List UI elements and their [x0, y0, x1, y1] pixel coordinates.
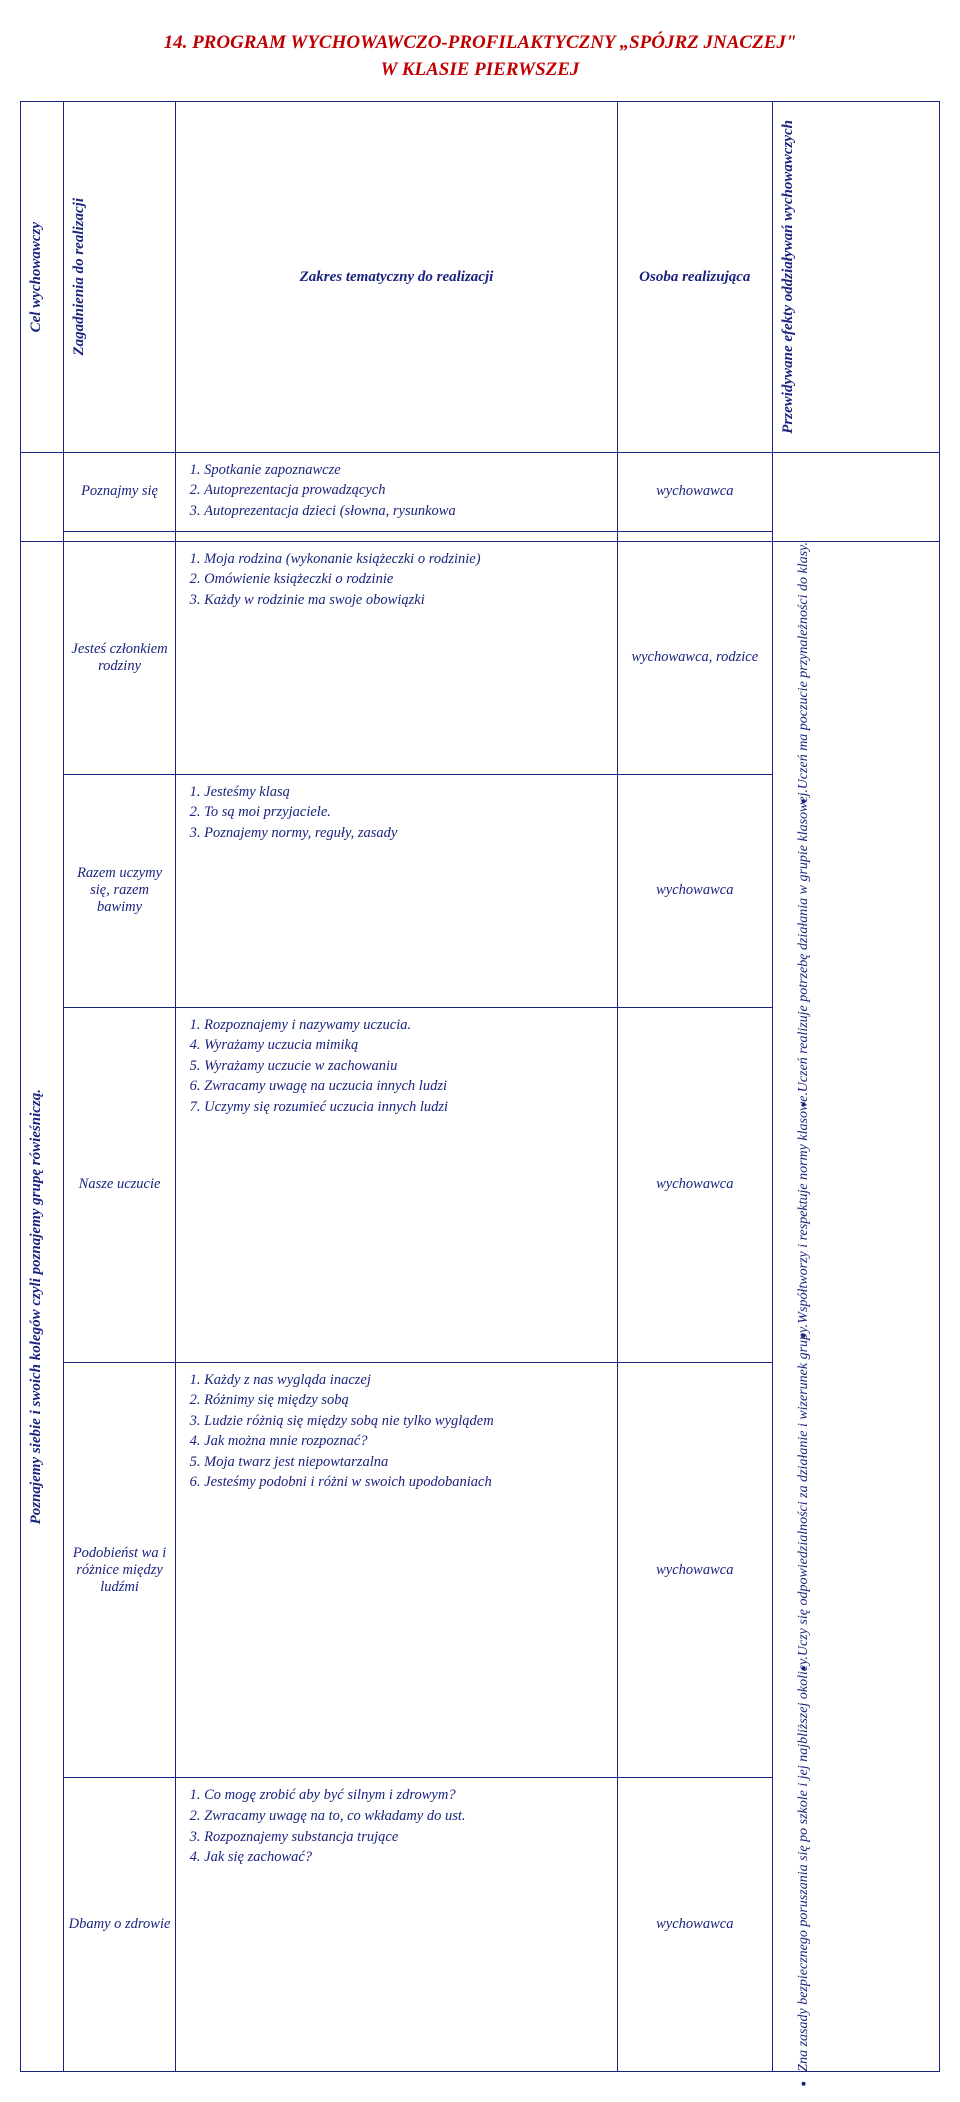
topic-cell: Dbamy o zdrowie [63, 1778, 175, 2072]
person-cell: wychowawca [617, 1007, 772, 1362]
person-cell: wychowawca, rodzice [617, 541, 772, 774]
table-header-row: Cel wychowawczy Zagadnienia do realizacj… [21, 102, 940, 453]
person-cell: wychowawca [617, 452, 772, 531]
list-item: Co mogę zrobić aby być silnym i zdrowym? [204, 1786, 611, 1806]
list-item: Każdy w rodzinie ma swoje obowiązki [204, 591, 611, 611]
list-item: Rozpoznajemy substancja trujące [204, 1828, 611, 1848]
spacer [617, 531, 772, 541]
content-cell: Moja rodzina (wykonanie książeczki o rod… [176, 541, 618, 774]
list-item: Zwracamy uwagę na uczucia innych ludzi [204, 1077, 611, 1097]
list-item: Moja rodzina (wykonanie książeczki o rod… [204, 550, 611, 570]
topic-cell: Nasze uczucie [63, 1007, 175, 1362]
list-item: Każdy z nas wygląda inaczej [204, 1371, 611, 1391]
list-item: Wyrażamy uczucie w zachowaniu [204, 1057, 611, 1077]
content-cell: Każdy z nas wygląda inaczej Różnimy się … [176, 1362, 618, 1778]
header-zagadnienia: Zagadnienia do realizacji [63, 102, 175, 453]
page-title: 14. PROGRAM WYCHOWAWCZO-PROFILAKTYCZNY „… [20, 30, 940, 83]
effect-item: Uczeń realizuje potrzebę działania w gru… [794, 789, 814, 1092]
person-cell: wychowawca [617, 774, 772, 1007]
spacer [63, 531, 175, 541]
list-item: Spotkanie zapoznawcze [204, 461, 611, 481]
effect-item: Zna zasady bezpiecznego poruszania się p… [794, 1656, 814, 2072]
list-item: Jak można mnie rozpoznać? [204, 1432, 611, 1452]
empty-effects-cell [772, 452, 939, 541]
list-item: Rozpoznajemy i nazywamy uczucia. [204, 1016, 611, 1036]
person-cell: wychowawca [617, 1778, 772, 2072]
header-osoba: Osoba realizująca [617, 102, 772, 453]
list-item: Omówienie książeczki o rodzinie [204, 570, 611, 590]
list-item: Ludzie różnią się między sobą nie tylko … [204, 1412, 611, 1432]
goal-cell: Poznajemy siebie i swoich kolegów czyli … [21, 541, 64, 2072]
list-item: Uczymy się rozumieć uczucia innych ludzi [204, 1098, 611, 1118]
list-item: Różnimy się między sobą [204, 1391, 611, 1411]
goal-text: Poznajemy siebie i swoich kolegów czyli … [25, 1081, 49, 1532]
header-zakres: Zakres tematyczny do realizacji [176, 102, 618, 453]
topic-cell: Podobieńst wa i różnice między ludźmi [63, 1362, 175, 1778]
title-line-1: 14. PROGRAM WYCHOWAWCZO-PROFILAKTYCZNY „… [164, 32, 797, 53]
table-row: Poznajemy siebie i swoich kolegów czyli … [21, 541, 940, 774]
header-cel-text: Cel wychowawczy [25, 214, 49, 340]
list-item: Jesteśmy podobni i różni w swoich upodob… [204, 1473, 611, 1493]
topic-cell: Razem uczymy się, razem bawimy [63, 774, 175, 1007]
empty-cel-cell [21, 452, 64, 541]
content-cell: Co mogę zrobić aby być silnym i zdrowym?… [176, 1778, 618, 2072]
content-cell: Rozpoznajemy i nazywamy uczucia. Wyrażam… [176, 1007, 618, 1362]
title-line-2: W KLASIE PIERWSZEJ [381, 59, 580, 80]
effects-cell: Uczeń ma poczucie przynależności do klas… [772, 541, 939, 2072]
effect-item: Uczy się odpowiedzialności za działanie … [794, 1324, 814, 1656]
program-table: Cel wychowawczy Zagadnienia do realizacj… [20, 101, 940, 2072]
list-item: To są moi przyjaciele. [204, 803, 611, 823]
header-efekty: Przewidywane efekty oddziaływań wychowaw… [772, 102, 939, 453]
topic-cell: Jesteś członkiem rodziny [63, 541, 175, 774]
person-cell: wychowawca [617, 1362, 772, 1778]
list-item: Poznajemy normy, reguły, zasady [204, 824, 611, 844]
list-item: Jak się zachować? [204, 1848, 611, 1868]
list-item: Wyrażamy uczucia mimiką [204, 1036, 611, 1056]
header-efekty-text: Przewidywane efekty oddziaływań wychowaw… [777, 112, 801, 442]
header-zagadnienia-text: Zagadnienia do realizacji [68, 190, 92, 364]
topic-cell: Poznajmy się [63, 452, 175, 531]
effect-item: Uczeń ma poczucie przynależności do klas… [794, 542, 814, 789]
list-item: Jesteśmy klasą [204, 783, 611, 803]
list-item: Autoprezentacja prowadzących [204, 481, 611, 501]
spacer [176, 531, 618, 541]
list-item: Moja twarz jest niepowtarzalna [204, 1453, 611, 1473]
document-page: 14. PROGRAM WYCHOWAWCZO-PROFILAKTYCZNY „… [20, 30, 940, 2072]
header-cel: Cel wychowawczy [21, 102, 64, 453]
list-item: Zwracamy uwagę na to, co wkładamy do ust… [204, 1807, 611, 1827]
list-item: Autoprezentacja dzieci (słowna, rysunkow… [204, 502, 611, 522]
content-cell: Spotkanie zapoznawcze Autoprezentacja pr… [176, 452, 618, 531]
content-cell: Jesteśmy klasą To są moi przyjaciele. Po… [176, 774, 618, 1007]
effect-item: Współtworzy i respektuje normy klasowe. [794, 1092, 814, 1324]
table-row: Poznajmy się Spotkanie zapoznawcze Autop… [21, 452, 940, 531]
